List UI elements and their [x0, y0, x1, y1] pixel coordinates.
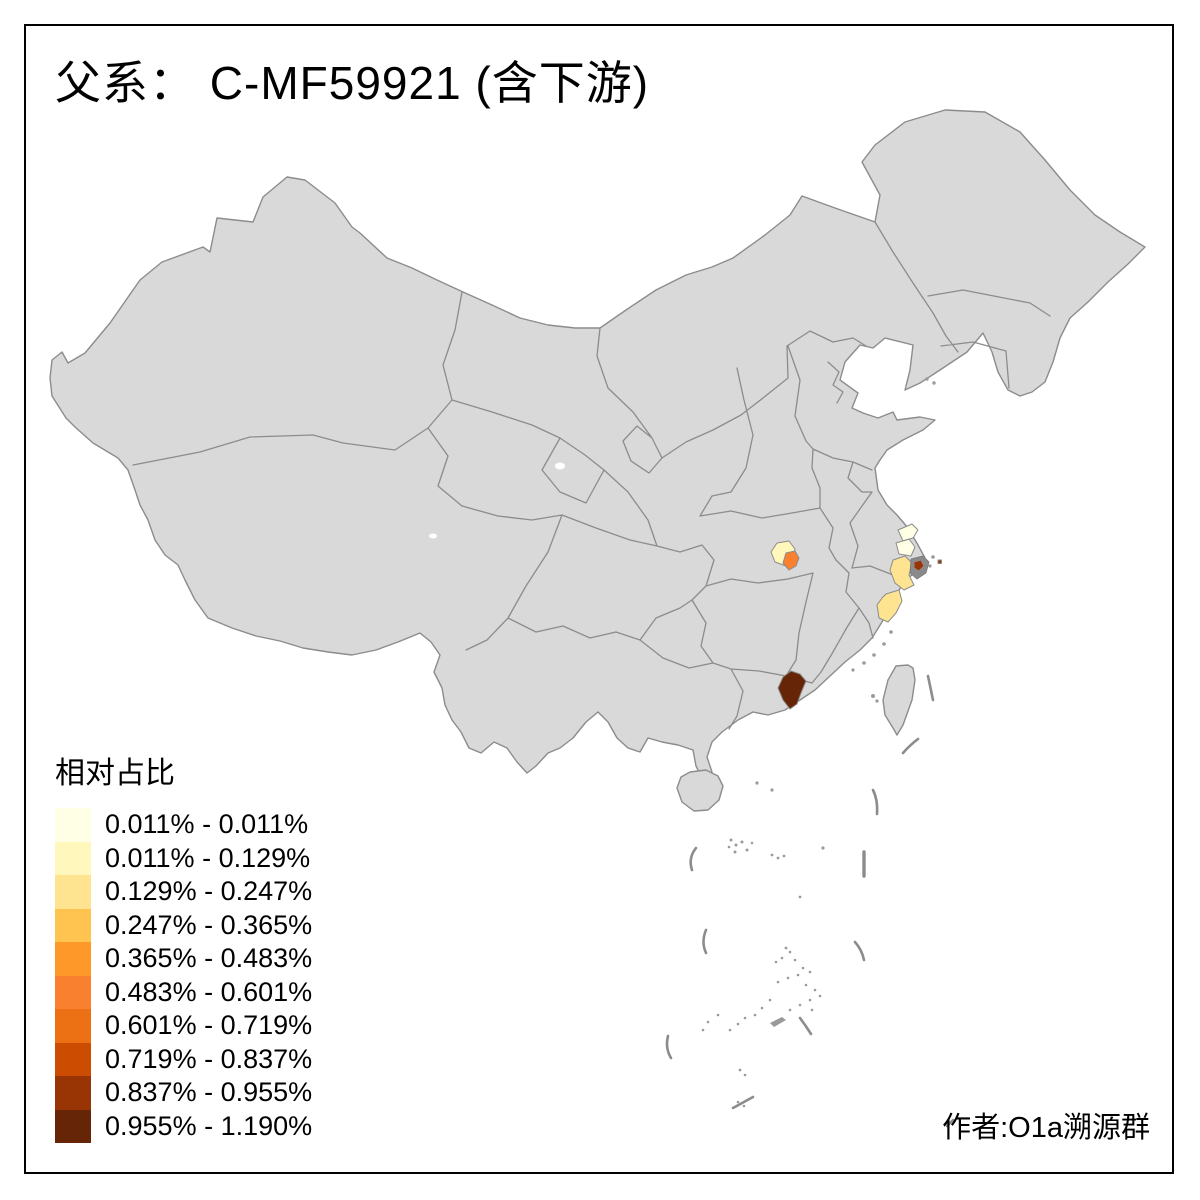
legend-swatch: [55, 841, 91, 875]
legend-label: 0.601% - 0.719%: [105, 1010, 313, 1041]
legend-swatch: [55, 908, 91, 942]
region-shanghai: [913, 559, 925, 572]
region-shanghai-dot: [937, 559, 942, 564]
legend-swatch: [55, 975, 91, 1009]
legend-items: 0.011% - 0.011% 0.011% - 0.129% 0.129% -…: [55, 808, 312, 1143]
region-zhejiang-taizhou: [876, 589, 903, 623]
qinghai-lake: [555, 462, 565, 470]
legend-row: 0.955% - 1.190%: [55, 1109, 313, 1143]
region-zhejiang-ningbo: [889, 555, 915, 591]
legend-row: 0.247% - 0.365%: [55, 908, 313, 942]
province-borders: [132, 221, 1051, 730]
legend-row: 0.719% - 0.837%: [55, 1042, 313, 1076]
legend-row: 0.011% - 0.129%: [55, 841, 312, 875]
hainan-island: [676, 769, 724, 812]
legend-swatch: [55, 942, 91, 976]
legend-label: 0.011% - 0.011%: [105, 809, 309, 840]
legend-label: 0.011% - 0.129%: [105, 842, 311, 873]
legend-label: 0.837% - 0.955%: [105, 1077, 313, 1108]
page-title: 父系： C-MF59921 (含下游): [55, 57, 650, 109]
legend-label: 0.483% - 0.601%: [105, 976, 313, 1007]
legend-label: 0.129% - 0.247%: [105, 876, 313, 907]
legend-swatch: [55, 1009, 91, 1043]
legend-swatch: [55, 808, 91, 842]
taiwan-island: [882, 664, 916, 736]
region-guangdong-dark: [777, 670, 807, 710]
legend-row: 0.837% - 0.955%: [55, 1076, 312, 1110]
tibet-lake: [429, 533, 437, 539]
legend-row: 0.129% - 0.247%: [55, 875, 312, 909]
legend-row: 0.011% - 0.011%: [55, 808, 312, 842]
region-hunan-orange: [782, 550, 800, 571]
south-china-sea-islands: [701, 838, 825, 1108]
legend-swatch: [55, 1042, 91, 1076]
legend-label: 0.955% - 1.190%: [105, 1110, 313, 1141]
legend-swatch: [55, 875, 91, 909]
nine-dash-line: [665, 674, 955, 1128]
legend-label: 0.719% - 0.837%: [105, 1043, 313, 1074]
legend-swatch: [55, 1076, 91, 1110]
legend-title: 相对占比: [55, 757, 175, 790]
legend-label: 0.365% - 0.483%: [105, 943, 313, 974]
legend: 相对占比 0.011% - 0.011% 0.011% - 0.129% 0.1…: [55, 748, 312, 1143]
region-jiangsu-cream: [895, 523, 919, 557]
legend-label: 0.247% - 0.365%: [105, 909, 313, 940]
legend-row: 0.483% - 0.601%: [55, 975, 313, 1009]
author-credit: 作者:O1a溯源群: [942, 1112, 1150, 1144]
mainland-china-outline: [49, 109, 1146, 781]
legend-row: 0.601% - 0.719%: [55, 1009, 312, 1043]
coastal-islands: [755, 377, 936, 792]
legend-row: 0.365% - 0.483%: [55, 942, 312, 976]
legend-swatch: [55, 1109, 91, 1143]
